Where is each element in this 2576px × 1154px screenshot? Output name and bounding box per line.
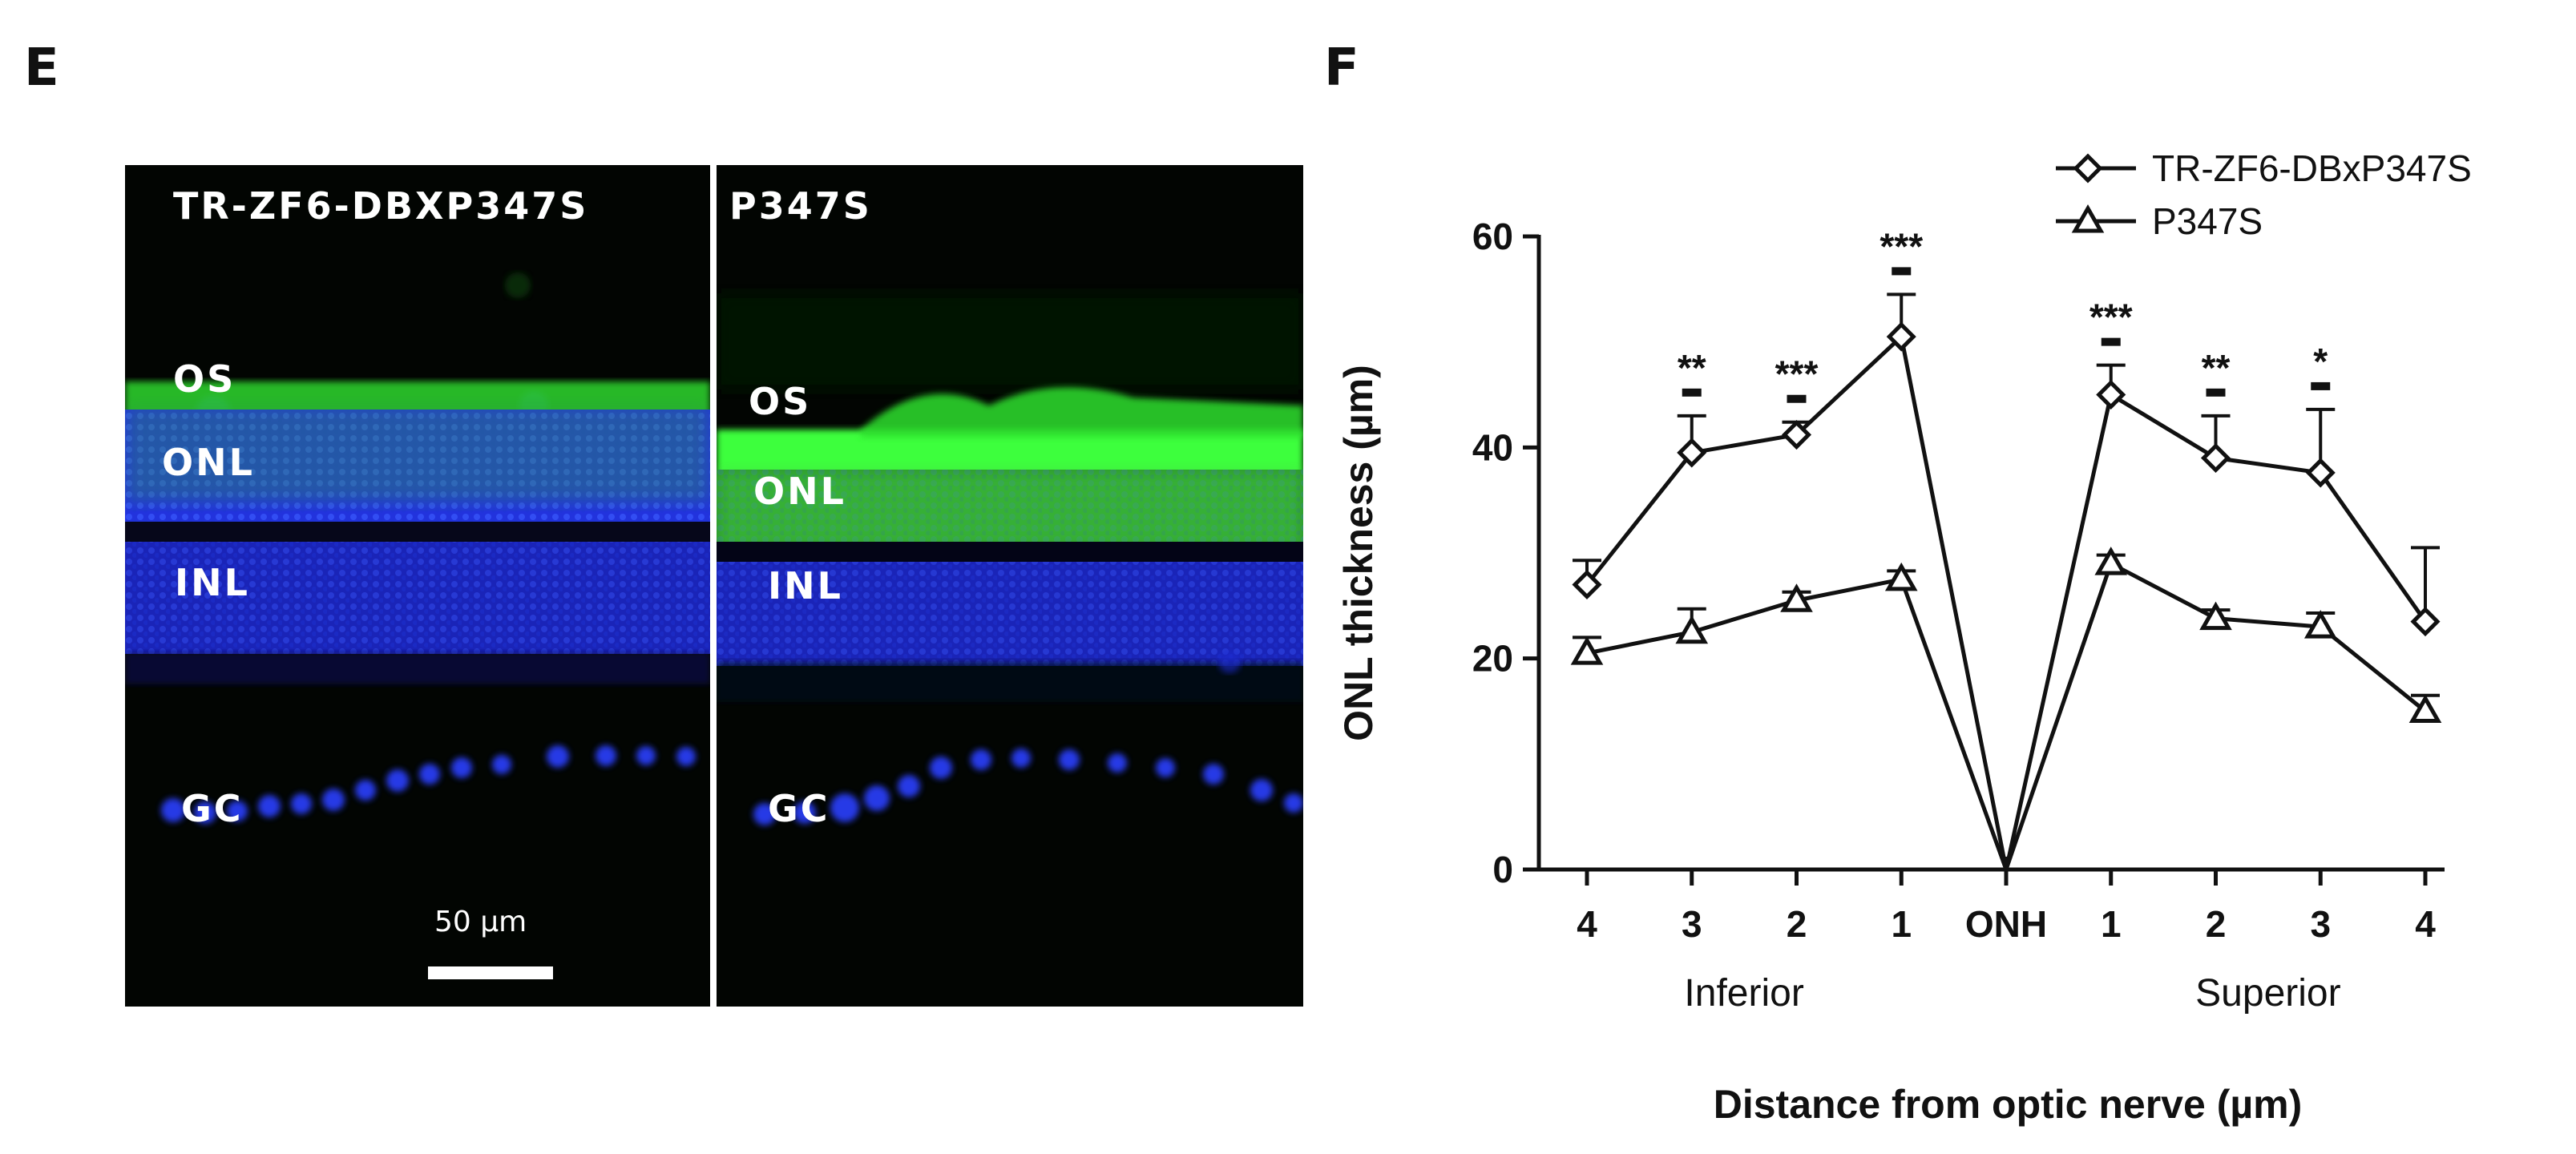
x-tick-label: ONH xyxy=(1965,903,2047,945)
x-tick-label: 4 xyxy=(2415,903,2436,945)
group-label-superior: Superior xyxy=(2195,972,2340,1015)
significance-marker: *** xyxy=(2089,297,2133,338)
layer-label-inl: INL xyxy=(768,564,843,607)
panel-letter-e: E xyxy=(24,38,59,98)
micrograph-right: P347S OS ONL INL GC xyxy=(717,165,1303,1007)
legend-marker xyxy=(2073,153,2103,184)
significance-dash xyxy=(2206,388,2226,397)
data-point xyxy=(2410,607,2441,637)
x-tick-label: 3 xyxy=(2310,903,2331,945)
layer-label-gc: GC xyxy=(181,787,244,830)
data-point xyxy=(1781,419,1812,450)
significance-marker: ** xyxy=(2202,347,2231,389)
data-point xyxy=(1572,569,1602,600)
significance-dash xyxy=(1892,267,1912,276)
layer-label-inl: INL xyxy=(175,561,250,604)
x-tick-label: 4 xyxy=(1577,903,1597,945)
data-point xyxy=(2199,601,2232,631)
data-point xyxy=(1884,562,1918,591)
chart-series xyxy=(1570,293,2442,882)
micrograph-left-image xyxy=(125,165,710,1007)
y-tick-label: 40 xyxy=(1472,426,1513,468)
group-label-inferior: Inferior xyxy=(1684,972,1803,1015)
layer-label-onl: ONL xyxy=(753,470,846,513)
data-point xyxy=(2408,694,2442,723)
layer-label-os: OS xyxy=(749,380,812,423)
chart-significance: ** *********** * xyxy=(1678,225,2331,403)
significance-marker: * xyxy=(2313,341,2328,382)
significance-marker: *** xyxy=(1880,225,1923,267)
data-point xyxy=(1780,583,1813,612)
panel-letter-f: F xyxy=(1324,38,1359,98)
data-point xyxy=(2303,610,2337,639)
data-point xyxy=(2305,458,2336,488)
x-tick-label: 2 xyxy=(1787,903,1807,945)
legend-label: P347S xyxy=(2152,200,2263,242)
layer-label-onl: ONL xyxy=(162,441,255,484)
chart-legend: TR-ZF6-DBxP347S P347S xyxy=(2056,147,2472,242)
y-axis-title: ONL thickness (µm) xyxy=(1336,365,1381,741)
significance-dash xyxy=(2311,381,2331,390)
significance-marker: *** xyxy=(1775,353,1819,395)
onl-thickness-chart: 0 20 40 60 4 3 2 1 ONH 1 2 3 4 Inferior Superior Distan… xyxy=(1336,147,2472,1127)
micrograph-right-title: P347S xyxy=(729,184,872,228)
series-line-1 xyxy=(1585,334,2428,872)
x-axis-title: Distance from optic nerve (µm) xyxy=(1714,1082,2303,1127)
significance-dash xyxy=(1787,394,1807,403)
micrograph-left-title: TR-ZF6-DBXP347S xyxy=(173,184,589,228)
x-tick-label: 1 xyxy=(2101,903,2122,945)
significance-dash xyxy=(1682,388,1702,397)
y-tick-label: 60 xyxy=(1472,216,1513,257)
micrograph-right-image xyxy=(717,165,1303,1007)
legend-label: TR-ZF6-DBxP347S xyxy=(2152,147,2472,189)
x-tick-label: 3 xyxy=(1682,903,1702,945)
data-point xyxy=(1570,636,1604,665)
x-tick-label: 2 xyxy=(2206,903,2227,945)
micrograph-left: TR-ZF6-DBXP347S OS ONL INL GC xyxy=(125,165,710,1007)
layer-label-gc: GC xyxy=(768,787,830,830)
data-point xyxy=(1886,321,1916,352)
data-point xyxy=(2200,442,2231,474)
data-point xyxy=(2096,379,2126,410)
series-line-2 xyxy=(1586,561,2427,872)
x-tick-label: 1 xyxy=(1891,903,1912,945)
significance-dash xyxy=(2101,337,2121,346)
scale-bar-label: 50 µm xyxy=(434,906,527,938)
data-point xyxy=(1675,615,1709,644)
scale-bar xyxy=(428,966,553,979)
significance-marker: ** xyxy=(1678,347,1706,389)
y-tick-label: 20 xyxy=(1472,638,1513,680)
layer-label-os: OS xyxy=(173,357,236,401)
data-point xyxy=(1677,438,1707,468)
data-point xyxy=(2094,547,2128,575)
chart-axes: 0 20 40 60 4 3 2 1 ONH 1 2 3 4 Inferior Superior Distan… xyxy=(1336,216,2445,1127)
legend-marker xyxy=(2071,204,2105,233)
y-tick-label: 0 xyxy=(1492,849,1513,890)
